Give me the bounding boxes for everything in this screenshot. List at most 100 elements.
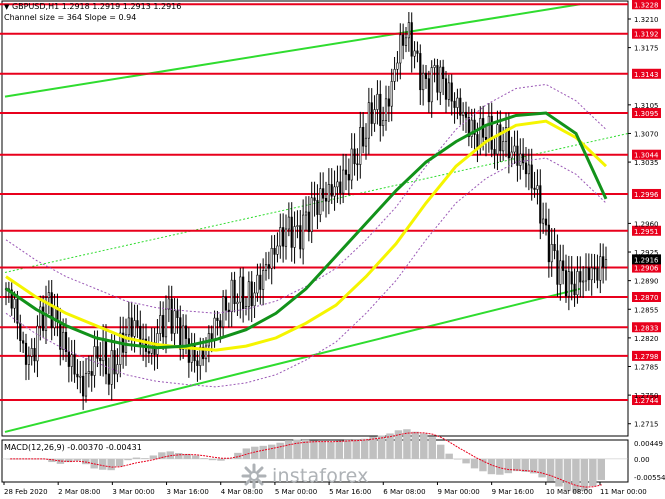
level-tag-label: 1.2798 <box>634 353 659 361</box>
candle-body <box>216 317 219 321</box>
macd-bar <box>580 458 589 491</box>
candle-body <box>424 72 428 79</box>
macd-bar <box>546 458 555 482</box>
candle-body <box>304 211 308 216</box>
candle-body <box>536 185 539 190</box>
candle-body <box>250 281 253 307</box>
time-axis-label: 5 Mar 00:00 <box>275 488 317 496</box>
level-tag-label: 1.3228 <box>634 1 659 9</box>
price-axis-label: 1.2820 <box>634 335 659 343</box>
candle-body <box>459 97 462 116</box>
instaforex-logo: instaforex <box>240 462 430 492</box>
candle-body <box>527 164 530 175</box>
candle-body <box>464 111 468 118</box>
macd-bar <box>310 440 318 459</box>
candle-body <box>127 317 130 336</box>
candle-body <box>170 298 173 334</box>
macd-bar <box>48 458 56 463</box>
candle-body <box>419 53 422 91</box>
macd-bar <box>496 458 504 475</box>
candle-body <box>367 102 370 139</box>
candle-body <box>384 98 388 121</box>
candle-body <box>470 119 473 137</box>
candle-body <box>99 357 102 362</box>
candle-body <box>302 214 305 250</box>
candle-body <box>356 163 359 166</box>
candle-body <box>13 298 16 309</box>
candle-body <box>222 296 225 328</box>
macd-bar <box>504 458 513 474</box>
macd-bar <box>428 437 436 459</box>
candle-body <box>316 200 319 215</box>
ma-fast-line <box>5 119 608 352</box>
macd-bar <box>462 458 470 464</box>
candle-body <box>496 124 499 155</box>
candle-body <box>407 22 410 39</box>
candle-body <box>239 276 242 303</box>
candle-body <box>379 93 382 126</box>
candle-body <box>602 256 605 268</box>
level-tag-label: 1.3143 <box>634 71 659 79</box>
macd-bar <box>276 442 284 459</box>
candle-body <box>556 250 559 285</box>
candle-body <box>579 271 582 283</box>
macd-bar <box>470 458 479 469</box>
symbol-line: GBPUSD,H1 1.2918 1.2919 1.2913 1.2916 <box>11 2 182 11</box>
candle-body <box>427 78 430 103</box>
time-axis-label: 4 Mar 08:00 <box>221 488 263 496</box>
candle-body <box>562 260 565 271</box>
candle-body <box>542 218 545 224</box>
candle-body <box>604 259 608 268</box>
price-axis-label: 1.2750 <box>634 392 659 400</box>
price-axis-label: 1.2960 <box>634 220 659 228</box>
candle-body <box>364 137 368 147</box>
candle-body <box>104 340 108 375</box>
watermark-text: instaforex <box>272 465 369 487</box>
candle-body <box>256 274 259 294</box>
down-arrow-icon: ▼ <box>4 3 10 11</box>
candle-body <box>204 345 208 360</box>
macd-bar <box>301 439 310 459</box>
macd-bar <box>132 457 141 459</box>
candle-body <box>490 115 493 150</box>
candle-body <box>76 373 79 378</box>
candle-body <box>467 117 470 137</box>
candle-body <box>230 279 233 313</box>
macd-plot-frame <box>1 439 629 483</box>
macd-bar <box>6 458 14 460</box>
macd-bar <box>411 431 420 459</box>
level-tag-label: 1.2870 <box>634 294 659 302</box>
macd-bar <box>158 452 166 459</box>
candle-body <box>39 306 42 327</box>
macd-bar <box>267 444 276 459</box>
candle-body <box>267 264 270 269</box>
price-axis-label: 1.2785 <box>634 363 659 371</box>
macd-bar <box>420 433 428 459</box>
time-axis-label: 3 Mar 00:00 <box>112 488 154 496</box>
price-axis-label: 1.2925 <box>634 249 659 257</box>
channel-lower-line <box>4 287 581 433</box>
candle-body <box>342 169 345 194</box>
level-tag <box>632 322 661 333</box>
level-tag-label: 1.2744 <box>634 397 659 405</box>
macd-bar <box>529 458 538 474</box>
level-tag <box>632 0 661 10</box>
level-tag-label: 1.2906 <box>634 265 659 273</box>
candle-body <box>330 184 333 197</box>
level-tag <box>632 350 661 361</box>
price-axis-label: 1.2890 <box>634 278 659 286</box>
price-axis-label: 1.2715 <box>634 421 659 429</box>
macd-bar <box>403 429 411 459</box>
candle-body <box>184 325 188 339</box>
level-tag-label: 1.3192 <box>634 31 659 39</box>
level-tag <box>632 225 661 236</box>
price-axis-label: 1.3035 <box>634 159 659 167</box>
candle-body <box>436 65 439 93</box>
candle-body <box>362 126 365 147</box>
level-tag-label: 1.3044 <box>634 152 659 160</box>
candle-body <box>227 309 230 313</box>
candle-body <box>162 315 165 338</box>
candle-body <box>16 298 19 324</box>
candle-body <box>347 174 350 181</box>
macd-bar <box>394 430 403 459</box>
